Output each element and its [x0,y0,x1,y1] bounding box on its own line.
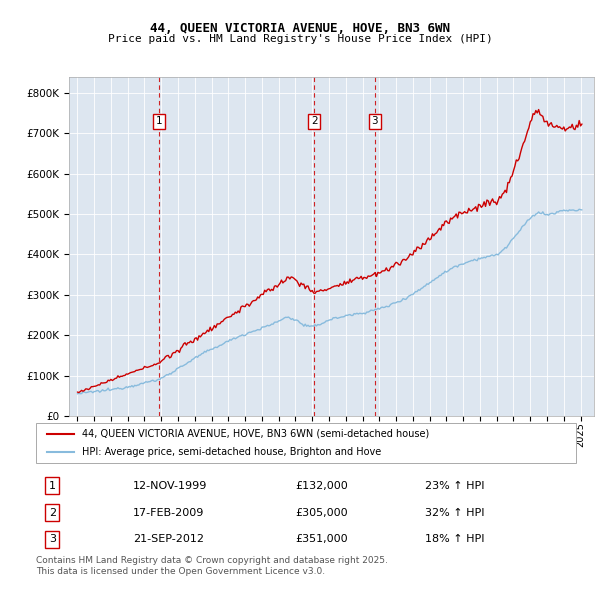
Text: £132,000: £132,000 [295,481,348,491]
Text: 44, QUEEN VICTORIA AVENUE, HOVE, BN3 6WN (semi-detached house): 44, QUEEN VICTORIA AVENUE, HOVE, BN3 6WN… [82,429,429,439]
Text: 2: 2 [311,116,318,126]
Text: 23% ↑ HPI: 23% ↑ HPI [425,481,484,491]
Text: 21-SEP-2012: 21-SEP-2012 [133,535,204,545]
Text: £305,000: £305,000 [295,507,348,517]
Text: 18% ↑ HPI: 18% ↑ HPI [425,535,484,545]
Text: 12-NOV-1999: 12-NOV-1999 [133,481,208,491]
Text: 1: 1 [49,481,56,491]
Text: £351,000: £351,000 [295,535,348,545]
Text: Price paid vs. HM Land Registry's House Price Index (HPI): Price paid vs. HM Land Registry's House … [107,34,493,44]
Text: Contains HM Land Registry data © Crown copyright and database right 2025.
This d: Contains HM Land Registry data © Crown c… [36,556,388,576]
Text: 3: 3 [49,535,56,545]
Text: 17-FEB-2009: 17-FEB-2009 [133,507,205,517]
Text: 44, QUEEN VICTORIA AVENUE, HOVE, BN3 6WN: 44, QUEEN VICTORIA AVENUE, HOVE, BN3 6WN [150,22,450,35]
Text: 3: 3 [371,116,378,126]
Text: 2: 2 [49,507,56,517]
Text: 1: 1 [156,116,163,126]
Text: 32% ↑ HPI: 32% ↑ HPI [425,507,484,517]
Text: HPI: Average price, semi-detached house, Brighton and Hove: HPI: Average price, semi-detached house,… [82,447,381,457]
FancyBboxPatch shape [36,423,576,463]
